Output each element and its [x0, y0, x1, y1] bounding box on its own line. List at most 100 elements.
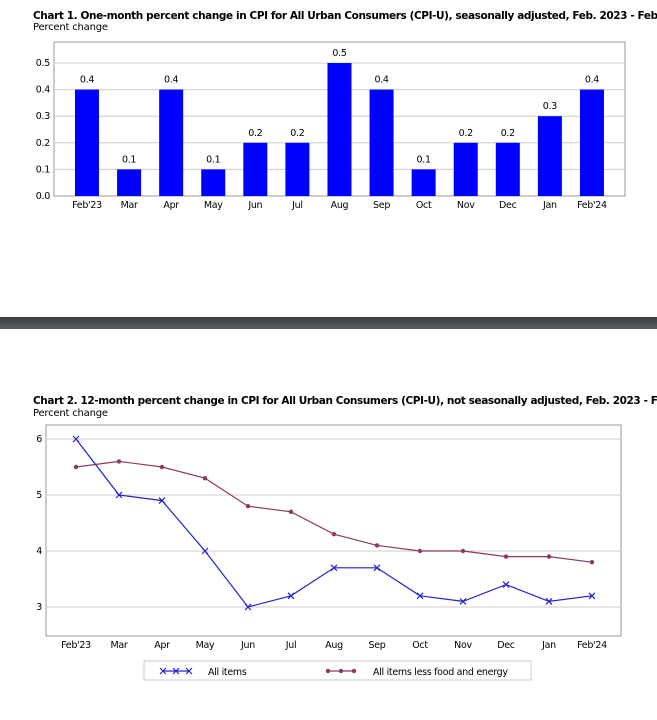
chart2-y-tick: 4 [36, 546, 42, 557]
chart2-point-all-items [416, 592, 424, 600]
chart2-point-all-items [72, 435, 80, 443]
chart2-ylabel: Percent change [33, 408, 108, 419]
chart1-bar [453, 142, 478, 196]
chart2-point-core [73, 464, 79, 470]
page-separator [0, 317, 657, 329]
chart1-bar [201, 169, 226, 196]
chart2-point-all-items [244, 603, 252, 611]
chart2-plot-area [45, 424, 622, 637]
chart2-x-tick: Jun [240, 640, 255, 651]
chart2-point-all-items [115, 491, 123, 499]
chart2-point-all-items [287, 592, 295, 600]
chart1-x-tick: May [204, 200, 223, 211]
chart1-y-tick: 0.5 [36, 58, 50, 69]
chart2-y-tick: 5 [36, 490, 42, 501]
chart1-bar [411, 169, 436, 196]
chart1-data-label: 0.4 [80, 75, 94, 86]
chart1-x-tick: Nov [457, 200, 475, 211]
chart2-x-tick: Jan [541, 640, 556, 651]
chart2-point-core [589, 560, 595, 565]
legend-dot-icon [338, 668, 344, 674]
chart1-x-tick: Apr [163, 200, 179, 211]
chart2-x-tick: Jul [285, 640, 297, 651]
chart1-x-tick: Jun [247, 200, 262, 211]
chart1-data-label: 0.1 [206, 154, 220, 165]
chart1-data-label: 0.2 [459, 128, 473, 139]
chart2-x-tick: Aug [325, 640, 343, 651]
chart2-x-tick: Sep [368, 640, 385, 651]
chart1-data-label: 0.2 [290, 128, 304, 139]
chart2-y-tick: 3 [36, 602, 42, 613]
chart1-x-tick: Dec [499, 200, 517, 211]
chart1-y-tick: 0.4 [36, 85, 50, 96]
chart1-bar [75, 89, 99, 196]
chart1-bar [243, 142, 268, 196]
chart2-point-core [546, 554, 552, 559]
chart1-y-tick: 0.1 [36, 164, 50, 175]
chart2-point-core [116, 459, 122, 464]
chart1-bar [369, 89, 394, 196]
chart2-x-tick: Feb'23 [61, 640, 91, 651]
chart2-y-tick: 6 [36, 434, 42, 445]
chart2-point-core [417, 548, 423, 554]
chart1-bar [537, 116, 562, 196]
chart1-data-label: 0.2 [501, 128, 515, 139]
chart2-x-tick: Nov [454, 640, 472, 651]
chart2-point-all-items [459, 597, 467, 605]
chart2-point-all-items [545, 597, 553, 605]
chart1-x-tick: Feb'24 [577, 200, 607, 211]
chart2-point-core [202, 476, 208, 481]
chart2-point-core [460, 548, 466, 554]
chart1-data-label: 0.5 [332, 48, 346, 59]
chart1-x-tick: Jul [291, 200, 303, 211]
chart1-data-label: 0.4 [585, 75, 599, 86]
chart1-title: Chart 1. One-month percent change in CPI… [33, 10, 657, 22]
chart2-x-tick: Apr [154, 640, 170, 651]
chart2-point-all-items [373, 564, 381, 572]
chart1-x-tick: Jan [542, 200, 557, 211]
chart2-x-tick: Feb'24 [577, 640, 607, 651]
legend-x-icon [172, 667, 180, 675]
chart1-bar [579, 89, 604, 196]
chart1-bar [159, 89, 184, 196]
chart2-point-all-items [588, 592, 596, 600]
chart2-x-tick: May [196, 640, 215, 651]
chart2-point-core [331, 532, 337, 537]
chart1-x-tick: Aug [331, 200, 349, 211]
legend-x-icon [185, 667, 193, 675]
chart1-y-tick: 0.3 [36, 111, 50, 122]
chart2-point-all-items [330, 564, 338, 572]
chart1-x-tick: Mar [121, 200, 138, 211]
chart1-data-label: 0.1 [417, 154, 431, 165]
chart1-x-tick: Sep [373, 200, 390, 211]
chart2-title: Chart 2. 12-month percent change in CPI … [33, 395, 657, 407]
chart2-x-tick: Dec [497, 640, 515, 651]
chart1-bar [117, 169, 142, 196]
chart2-x-tick: Mar [110, 640, 127, 651]
chart1-data-label: 0.4 [164, 75, 178, 86]
chart2-point-all-items [201, 547, 209, 555]
chart1-y-tick: 0.0 [36, 191, 50, 202]
chart1-data-label: 0.1 [122, 154, 136, 165]
chart1-bar [285, 142, 310, 196]
chart1-x-tick: Feb'23 [72, 200, 102, 211]
chart2-point-core [374, 543, 380, 548]
chart2-point-core [503, 554, 509, 559]
legend-label: All items less food and energy [373, 667, 508, 678]
chart1-bar [327, 63, 352, 196]
chart2-point-all-items [502, 581, 510, 589]
chart1-data-label: 0.4 [374, 75, 388, 86]
legend-label: All items [208, 667, 247, 678]
legend-dot-icon [351, 668, 357, 674]
chart2-x-tick: Oct [412, 640, 428, 651]
legend-x-icon [159, 667, 167, 675]
chart2-point-core [288, 509, 294, 514]
chart2-point-core [245, 504, 251, 509]
chart1-bar [495, 142, 520, 196]
chart2-point-core [159, 464, 165, 470]
legend-dot-icon [325, 668, 331, 674]
chart1-data-label: 0.3 [543, 101, 557, 112]
chart1-ylabel: Percent change [33, 22, 108, 33]
